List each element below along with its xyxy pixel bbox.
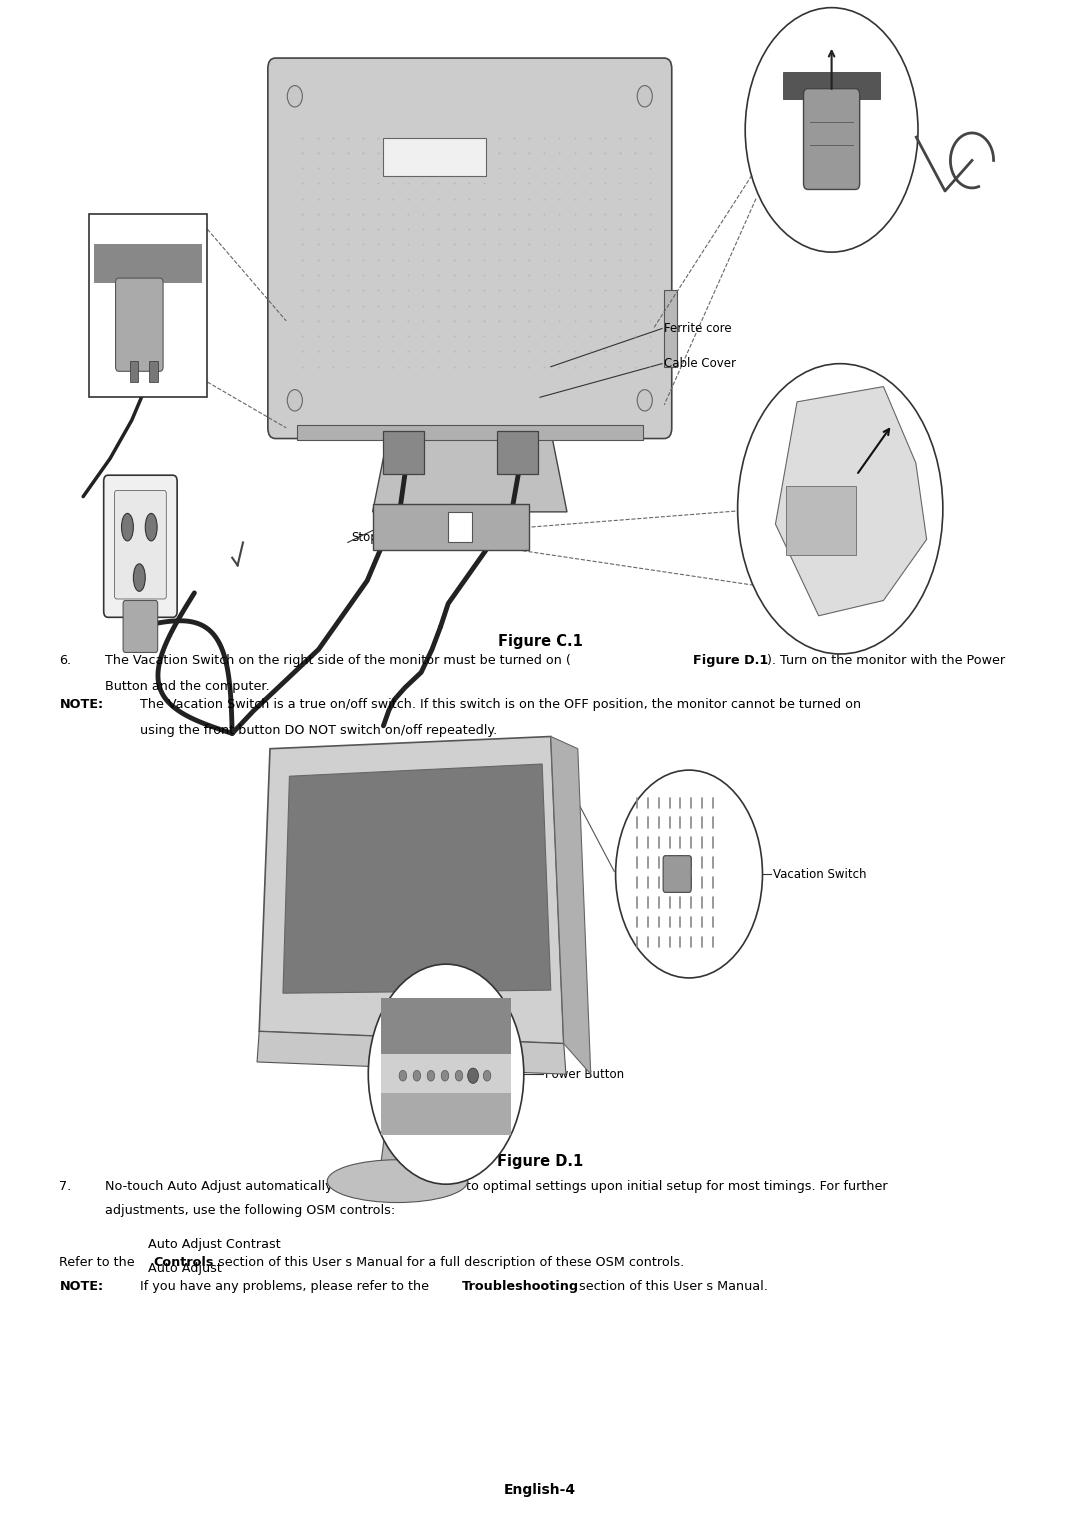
Text: Power Button: Power Button — [545, 1068, 624, 1080]
Circle shape — [456, 1070, 463, 1082]
Circle shape — [637, 86, 652, 107]
Polygon shape — [775, 387, 927, 616]
Circle shape — [468, 1068, 478, 1083]
FancyBboxPatch shape — [268, 58, 672, 439]
Text: 7.: 7. — [59, 1180, 71, 1193]
Text: English-4: English-4 — [504, 1484, 576, 1497]
FancyBboxPatch shape — [663, 856, 691, 892]
Circle shape — [637, 390, 652, 411]
Polygon shape — [373, 431, 567, 512]
Ellipse shape — [122, 513, 134, 541]
FancyBboxPatch shape — [114, 490, 166, 599]
Text: 6.: 6. — [59, 654, 71, 668]
FancyBboxPatch shape — [149, 361, 158, 382]
Circle shape — [287, 390, 302, 411]
Text: Controls: Controls — [153, 1256, 214, 1270]
Text: Figure D.1: Figure D.1 — [693, 654, 769, 668]
FancyBboxPatch shape — [664, 290, 677, 367]
Text: The Vacation Switch is a true on/off switch. If this switch is on the OFF positi: The Vacation Switch is a true on/off swi… — [140, 698, 862, 712]
Text: using the front button DO NOT switch on/off repeatedly.: using the front button DO NOT switch on/… — [140, 724, 498, 738]
Text: Stopper: Stopper — [351, 532, 397, 544]
Text: NOTE:: NOTE: — [59, 698, 104, 712]
Text: ). Turn on the monitor with the Power: ). Turn on the monitor with the Power — [767, 654, 1004, 668]
FancyBboxPatch shape — [297, 425, 643, 440]
Text: The Vacation Switch on the right side of the monitor must be turned on (: The Vacation Switch on the right side of… — [105, 654, 570, 668]
Polygon shape — [257, 1031, 566, 1074]
Ellipse shape — [146, 513, 158, 541]
Circle shape — [287, 86, 302, 107]
Ellipse shape — [327, 1160, 468, 1203]
Text: Refer to the: Refer to the — [59, 1256, 139, 1270]
FancyBboxPatch shape — [804, 89, 860, 189]
FancyBboxPatch shape — [123, 601, 158, 652]
FancyBboxPatch shape — [448, 512, 472, 542]
Polygon shape — [283, 764, 551, 993]
Polygon shape — [551, 736, 591, 1074]
Polygon shape — [259, 736, 564, 1044]
Text: No-touch Auto Adjust automatically adjusts the monitor to optimal settings upon : No-touch Auto Adjust automatically adjus… — [105, 1180, 888, 1193]
Text: If you have any problems, please refer to the: If you have any problems, please refer t… — [140, 1280, 433, 1294]
FancyBboxPatch shape — [786, 486, 856, 555]
FancyBboxPatch shape — [381, 998, 511, 1059]
FancyBboxPatch shape — [89, 214, 207, 397]
Text: section of this User s Manual.: section of this User s Manual. — [575, 1280, 768, 1294]
FancyBboxPatch shape — [381, 1054, 511, 1097]
FancyBboxPatch shape — [116, 278, 163, 371]
Circle shape — [616, 770, 762, 978]
Circle shape — [428, 1070, 435, 1082]
Text: Auto Adjust Contrast: Auto Adjust Contrast — [148, 1238, 281, 1251]
Circle shape — [413, 1070, 421, 1082]
Text: Ferrite core: Ferrite core — [664, 322, 732, 335]
Ellipse shape — [134, 564, 145, 591]
Text: section of this User s Manual for a full description of these OSM controls.: section of this User s Manual for a full… — [214, 1256, 684, 1270]
FancyBboxPatch shape — [373, 504, 529, 550]
Circle shape — [400, 1070, 406, 1082]
Circle shape — [470, 1070, 477, 1082]
FancyBboxPatch shape — [104, 475, 177, 617]
FancyBboxPatch shape — [783, 72, 880, 99]
Circle shape — [484, 1070, 491, 1082]
Text: Figure D.1: Figure D.1 — [497, 1154, 583, 1169]
FancyBboxPatch shape — [383, 138, 486, 176]
Circle shape — [745, 8, 918, 252]
FancyBboxPatch shape — [94, 244, 202, 283]
FancyBboxPatch shape — [383, 431, 424, 474]
FancyBboxPatch shape — [497, 431, 538, 474]
FancyBboxPatch shape — [381, 1093, 511, 1135]
Circle shape — [442, 1070, 449, 1082]
Text: Button and the computer.: Button and the computer. — [105, 680, 269, 694]
FancyBboxPatch shape — [130, 361, 138, 382]
Text: Figure C.1: Figure C.1 — [498, 634, 582, 649]
Text: Auto Adjust: Auto Adjust — [148, 1262, 221, 1276]
Text: adjustments, use the following OSM controls:: adjustments, use the following OSM contr… — [105, 1204, 395, 1218]
Text: NOTE:: NOTE: — [59, 1280, 104, 1294]
Text: Vacation Switch: Vacation Switch — [773, 868, 867, 880]
Text: Troubleshooting: Troubleshooting — [462, 1280, 579, 1294]
Text: Cable Cover: Cable Cover — [664, 358, 737, 370]
Circle shape — [738, 364, 943, 654]
Polygon shape — [380, 1062, 427, 1169]
Circle shape — [368, 964, 524, 1184]
